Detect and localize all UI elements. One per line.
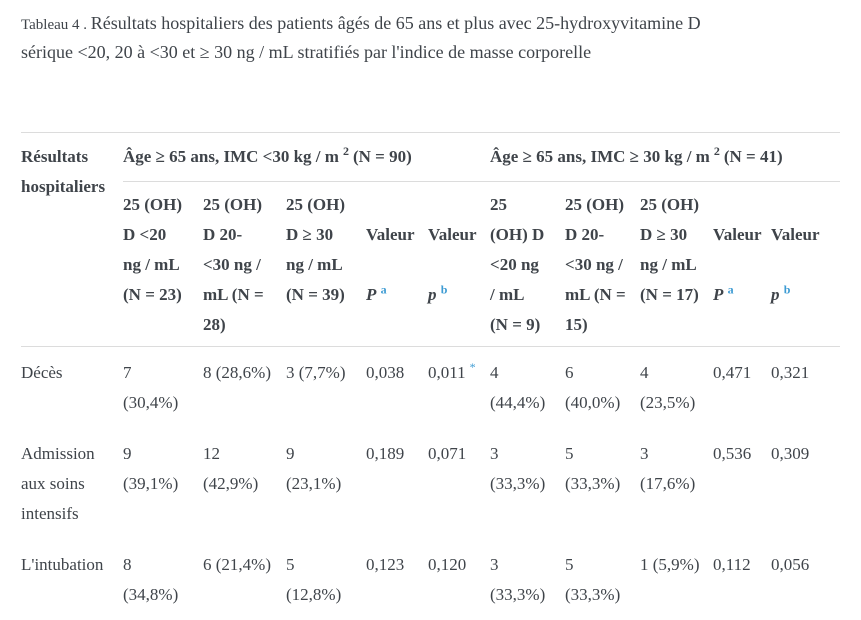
col-header-d-20-30-g2: 25 (OH) D 20- <30 ng / mL (N = 15) <box>565 181 641 347</box>
col-header-pvalue-b-g1: Valeur p b <box>428 181 491 347</box>
table-row-intubation: L'intubation 8 (34,8%) 6 (21,4%) 5 (12,8… <box>21 539 840 620</box>
p-value: 0,011 <box>428 363 466 382</box>
row-label: Admission aux soins intensifs <box>21 444 95 523</box>
data-cell: 0,112 <box>713 555 751 574</box>
footnote-b-link[interactable]: b <box>783 282 791 297</box>
col-header-d-20-30-g1: 25 (OH) D 20- <30 ng / mL (N = 28) <box>203 181 286 347</box>
data-cell: 0,309 <box>771 444 810 463</box>
data-cell: 0,120 <box>428 555 467 574</box>
col-header-pvalue-a-g1: Valeur P a <box>366 181 428 347</box>
data-cell: 9 (23,1%) <box>286 444 342 493</box>
superscript-2: 2 <box>342 144 349 159</box>
data-cell: 6 (21,4%) <box>203 555 271 574</box>
data-cell: 5 (12,8%) <box>286 555 342 604</box>
group1-text: Âge ≥ 65 ans, IMC <30 kg / m <box>123 147 339 166</box>
data-cell: 4 (23,5%) <box>640 363 696 412</box>
data-cell: 0,123 <box>366 555 405 574</box>
table-row-deces: Décès 7 (30,4%) 8 (28,6%) 3 (7,7%) 0,038… <box>21 347 840 429</box>
col-header-d-lt20-g1: 25 (OH) D <20 ng / mL (N = 23) <box>123 181 203 347</box>
group2-text: Âge ≥ 65 ans, IMC ≥ 30 kg / m <box>490 147 710 166</box>
data-cell: 3 (33,3%) <box>490 444 546 493</box>
data-cell: 3 (7,7%) <box>286 363 346 382</box>
p-symbol: p <box>428 285 437 304</box>
data-cell: 0,189 <box>366 444 405 463</box>
data-cell: 0,056 <box>771 555 810 574</box>
footnote-a-link[interactable]: a <box>380 282 387 297</box>
valeur-label: Valeur <box>428 225 477 244</box>
data-cell: 3 (17,6%) <box>640 444 696 493</box>
col-header-d-ge30-g1: 25 (OH) D ≥ 30 ng / mL (N = 39) <box>286 181 366 347</box>
data-cell: 12 (42,9%) <box>203 444 259 493</box>
data-cell: 7 (30,4%) <box>123 363 179 412</box>
footnote-a-link[interactable]: a <box>727 282 734 297</box>
data-cell: 5 (33,3%) <box>565 555 621 604</box>
table-row-admission-soins-intensifs: Admission aux soins intensifs 9 (39,1%) … <box>21 428 840 539</box>
data-cell: 8 (34,8%) <box>123 555 179 604</box>
superscript-2: 2 <box>713 144 720 159</box>
significance-star-link[interactable]: * <box>469 360 476 375</box>
table-caption: Tableau 4 . Résultats hospitaliers des p… <box>21 10 843 66</box>
data-cell: 0,038 <box>366 363 405 382</box>
subheader-row: 25 (OH) D <20 ng / mL (N = 23) 25 (OH) D… <box>21 181 841 347</box>
caption-text: Résultats hospitaliers des patients âgés… <box>21 13 701 62</box>
row-label: Décès <box>21 363 63 382</box>
results-table: Résultats hospitaliers Âge ≥ 65 ans, IMC… <box>21 132 841 620</box>
p-symbol: P <box>713 285 724 304</box>
data-cell: 0,536 <box>713 444 752 463</box>
table-number-label: Tableau 4 . <box>21 17 91 33</box>
data-cell: 0,471 <box>713 363 752 382</box>
data-cell: 9 (39,1%) <box>123 444 179 493</box>
data-cell: 0,321 <box>771 363 810 382</box>
data-cell: 5 (33,3%) <box>565 444 621 493</box>
data-cell: 0,071 <box>428 444 467 463</box>
valeur-label: Valeur <box>713 225 762 244</box>
data-cell: 0,011 * <box>428 347 490 429</box>
col-header-d-ge30-g2: 25 (OH) D ≥ 30 ng / mL (N = 17) <box>640 181 714 347</box>
footnote-b-link[interactable]: b <box>440 282 448 297</box>
p-symbol: p <box>771 285 780 304</box>
col-header-d-lt20-g2: 25 (OH) D <20 ng / mL (N = 9) <box>490 181 566 347</box>
group-header-row: Résultats hospitaliers Âge ≥ 65 ans, IMC… <box>21 132 841 347</box>
group-header-imc-lt30: Âge ≥ 65 ans, IMC <30 kg / m 2 (N = 90) <box>123 132 491 182</box>
data-cell: 8 (28,6%) <box>203 363 271 382</box>
col-header-pvalue-a-g2: Valeur P a <box>713 181 772 347</box>
row-label: L'intubation <box>21 555 104 574</box>
data-cell: 6 (40,0%) <box>565 363 621 412</box>
data-cell: 1 (5,9%) <box>640 555 700 574</box>
valeur-label: Valeur <box>366 225 415 244</box>
group2-n: (N = 41) <box>723 147 783 166</box>
corner-header: Résultats hospitaliers <box>21 132 123 347</box>
data-cell: 4 (44,4%) <box>490 363 546 412</box>
col-header-pvalue-b-g2: Valeur p b <box>771 181 841 347</box>
data-cell: 3 (33,3%) <box>490 555 546 604</box>
group1-n: (N = 90) <box>352 147 412 166</box>
p-symbol: P <box>366 285 377 304</box>
group-header-imc-ge30: Âge ≥ 65 ans, IMC ≥ 30 kg / m 2 (N = 41) <box>490 132 841 182</box>
valeur-label: Valeur <box>771 225 820 244</box>
